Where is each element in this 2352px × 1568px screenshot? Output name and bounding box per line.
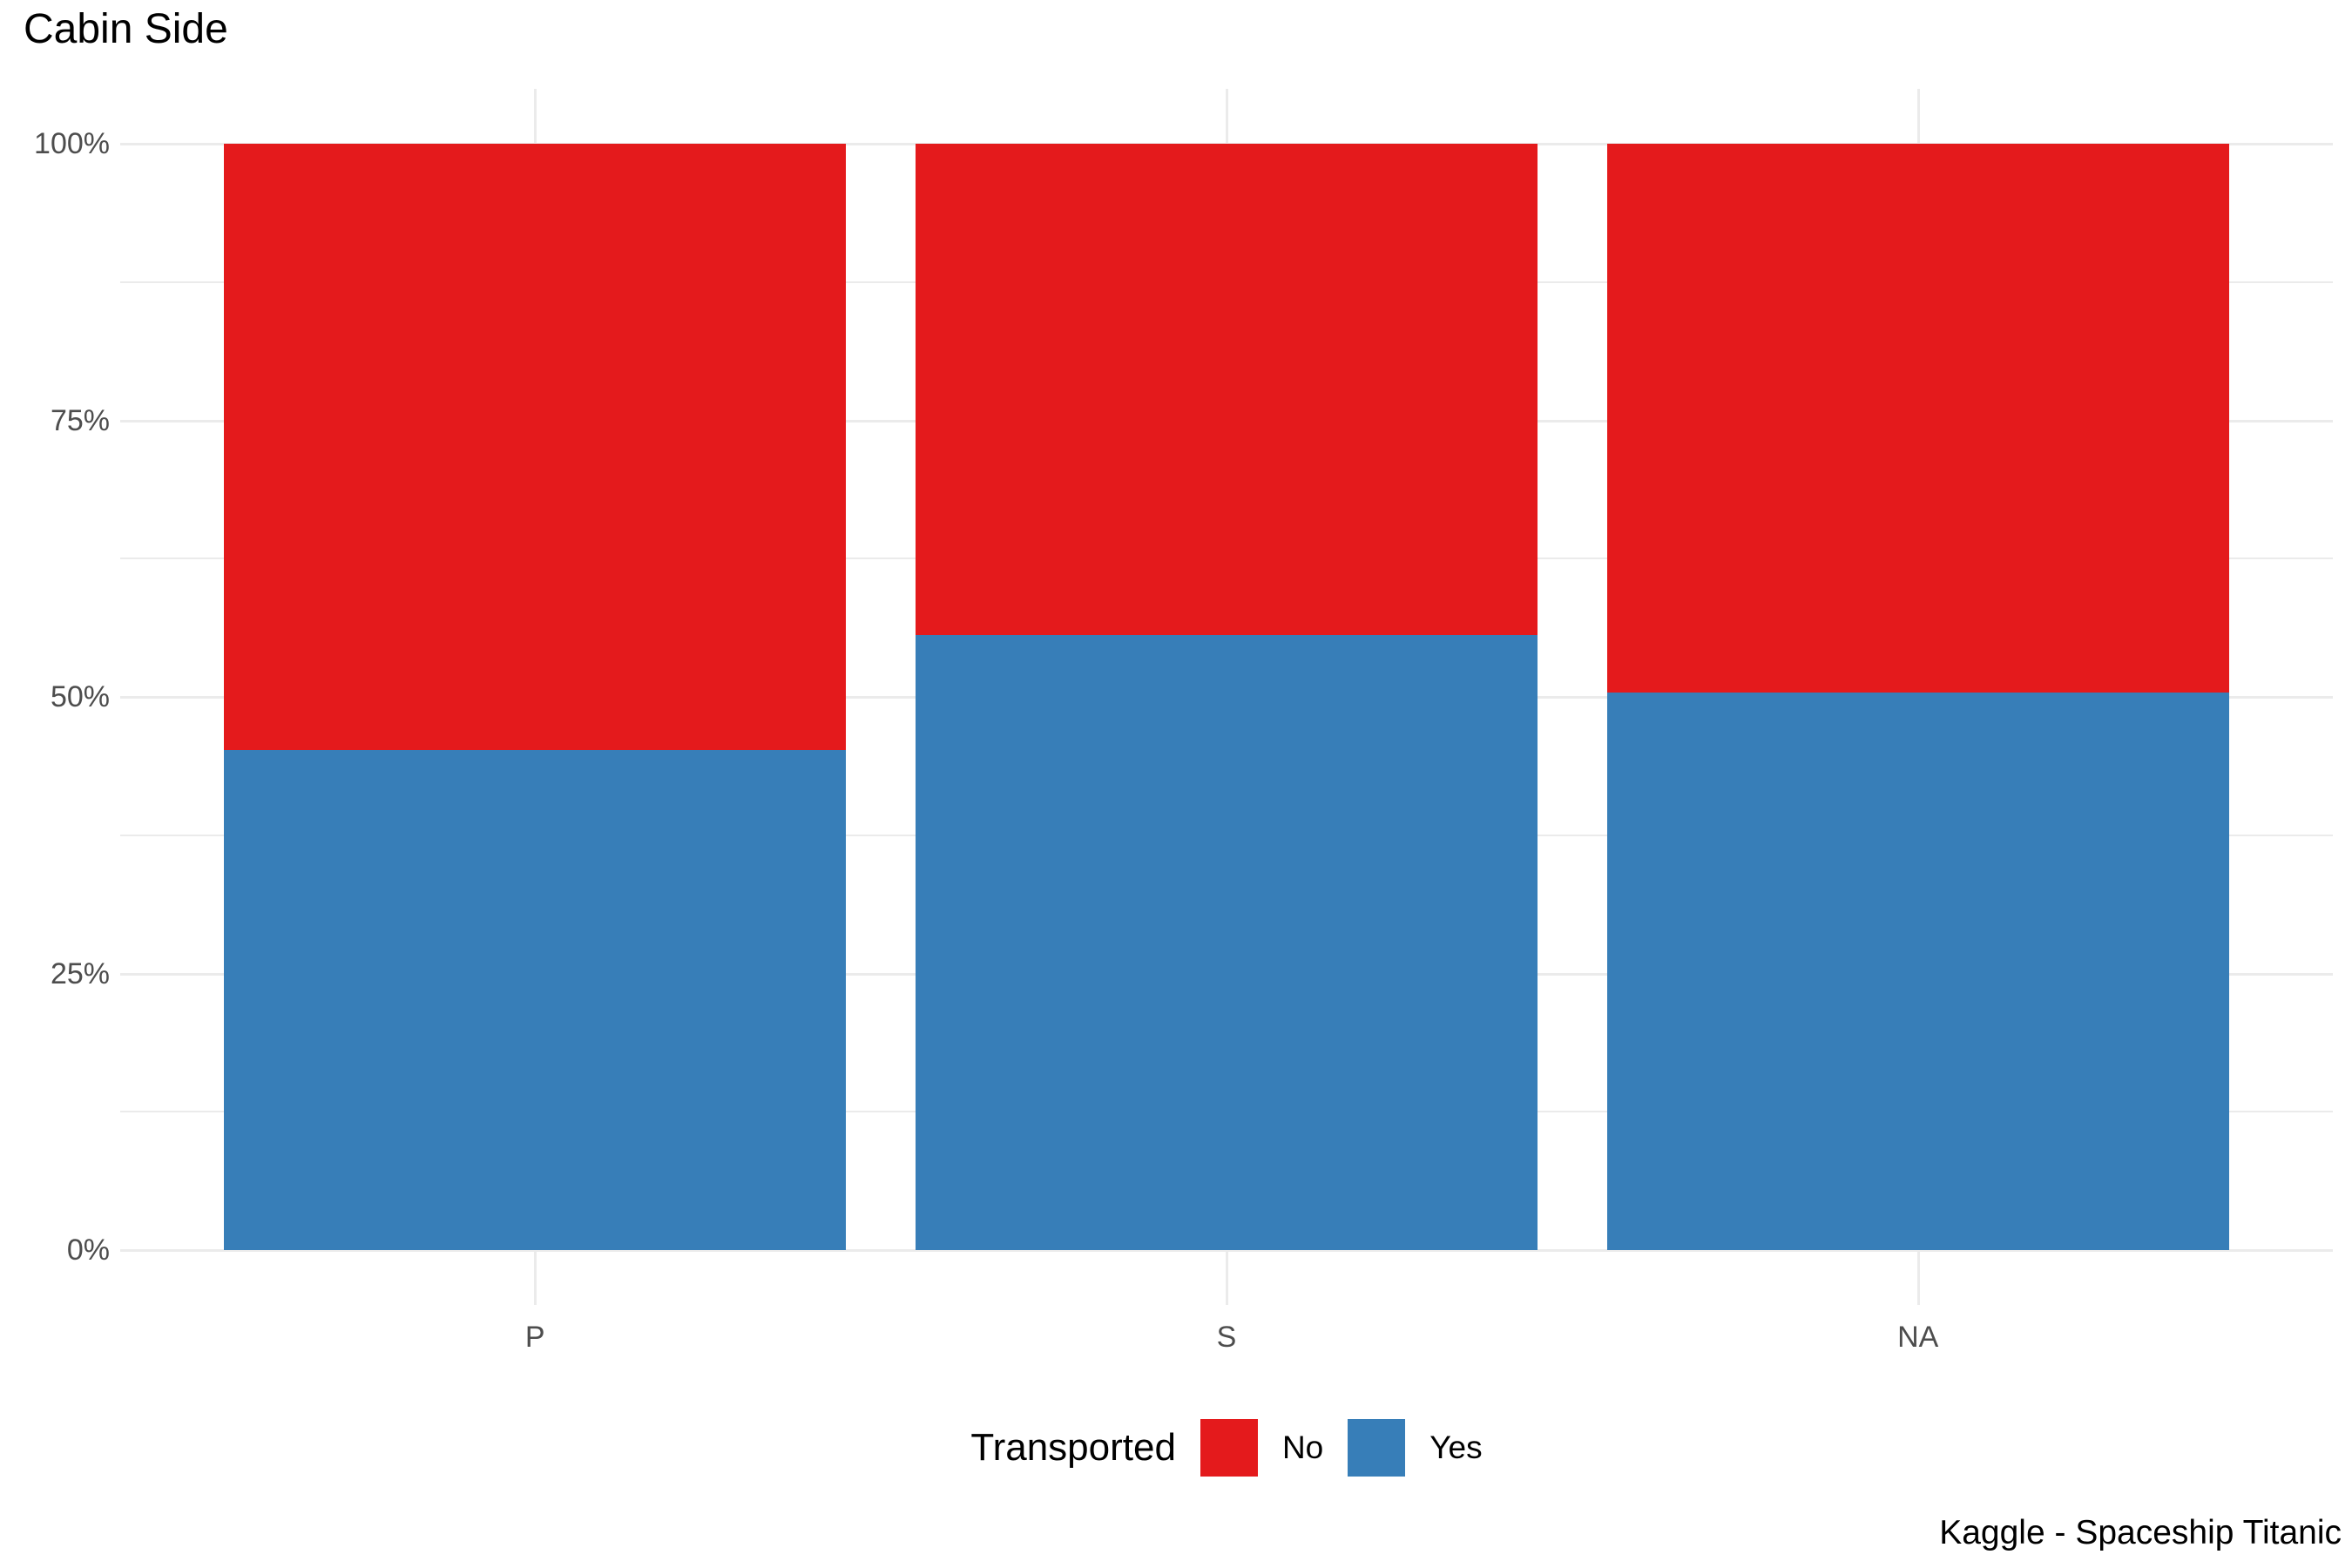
bar-segment-p-yes xyxy=(224,749,847,1250)
bar-segment-s-no xyxy=(916,144,1538,635)
bar-segment-na-no xyxy=(1606,144,2229,693)
chart-title: Cabin Side xyxy=(24,6,228,52)
bar-segment-p-no xyxy=(224,144,847,750)
bar-na xyxy=(1606,144,2229,1250)
legend-title: Transported xyxy=(970,1426,1176,1469)
legend-label-yes: Yes xyxy=(1429,1429,1483,1465)
x-tick-label-s: S xyxy=(1216,1321,1237,1354)
y-tick-label-75pct: 75% xyxy=(50,403,110,437)
y-tick-label-0pct: 0% xyxy=(66,1233,110,1267)
x-tick-label-p: P xyxy=(524,1321,545,1354)
bar-segment-s-yes xyxy=(916,634,1538,1250)
y-tick-label-25pct: 25% xyxy=(50,956,110,990)
legend: Transported No Yes xyxy=(120,1413,2333,1483)
bar-segment-na-yes xyxy=(1606,692,2229,1250)
y-tick-label-50pct: 50% xyxy=(50,680,110,713)
chart-panel xyxy=(120,89,2333,1305)
caption: Kaggle - Spaceship Titanic xyxy=(1939,1514,2342,1551)
bar-p xyxy=(224,144,847,1250)
legend-key-yes xyxy=(1348,1419,1406,1477)
x-tick-label-na: NA xyxy=(1897,1321,1939,1354)
legend-label-no: No xyxy=(1281,1429,1324,1465)
legend-items: No Yes xyxy=(1200,1419,1483,1477)
bar-s xyxy=(916,144,1538,1250)
legend-item-no: No xyxy=(1200,1419,1323,1477)
legend-key-no xyxy=(1200,1419,1258,1477)
y-tick-label-100pct: 100% xyxy=(34,127,110,160)
legend-item-yes: Yes xyxy=(1348,1419,1483,1477)
